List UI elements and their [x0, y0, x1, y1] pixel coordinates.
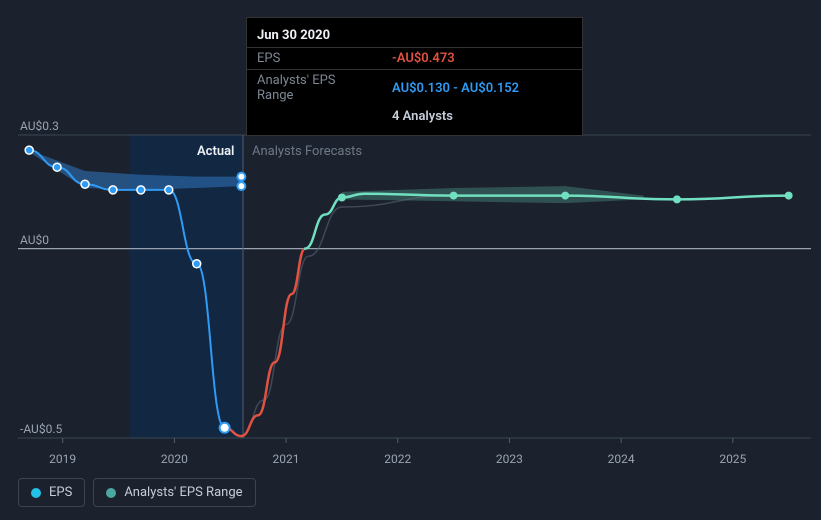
- chart-tooltip: Jun 30 2020 EPS -AU$0.473 Analysts' EPS …: [246, 17, 583, 136]
- tooltip-title: Jun 30 2020: [247, 26, 582, 48]
- legend-item-eps[interactable]: EPS: [18, 478, 85, 507]
- x-axis-tick: 2023: [496, 452, 523, 466]
- x-axis-tick: 2025: [719, 452, 746, 466]
- y-axis-tick: AU$0.3: [20, 119, 65, 133]
- tooltip-row-value: -AU$0.473: [382, 48, 582, 70]
- legend-label: Analysts' EPS Range: [124, 485, 242, 500]
- tooltip-row-value: AU$0.130 - AU$0.152: [382, 70, 582, 107]
- legend-dot-icon: [31, 488, 41, 498]
- y-axis-tick: -AU$0.5: [20, 422, 68, 436]
- chart-legend: EPS Analysts' EPS Range: [18, 478, 256, 507]
- region-label-actual: Actual: [197, 144, 234, 159]
- region-label-forecast: Analysts Forecasts: [252, 144, 362, 159]
- x-axis-tick: 2020: [161, 452, 188, 466]
- tooltip-row-label: [247, 106, 382, 127]
- tooltip-row-label: EPS: [247, 48, 382, 70]
- legend-item-eps-range[interactable]: Analysts' EPS Range: [93, 478, 255, 507]
- y-axis-tick: AU$0: [20, 233, 55, 247]
- x-axis-tick: 2022: [384, 452, 411, 466]
- x-axis-tick: 2019: [49, 452, 76, 466]
- legend-label: EPS: [49, 485, 72, 500]
- tooltip-row-value: 4 Analysts: [382, 106, 582, 127]
- x-axis-tick: 2024: [608, 452, 635, 466]
- legend-dot-icon: [106, 488, 116, 498]
- tooltip-row-label: Analysts' EPS Range: [247, 70, 382, 107]
- x-axis-tick: 2021: [273, 452, 300, 466]
